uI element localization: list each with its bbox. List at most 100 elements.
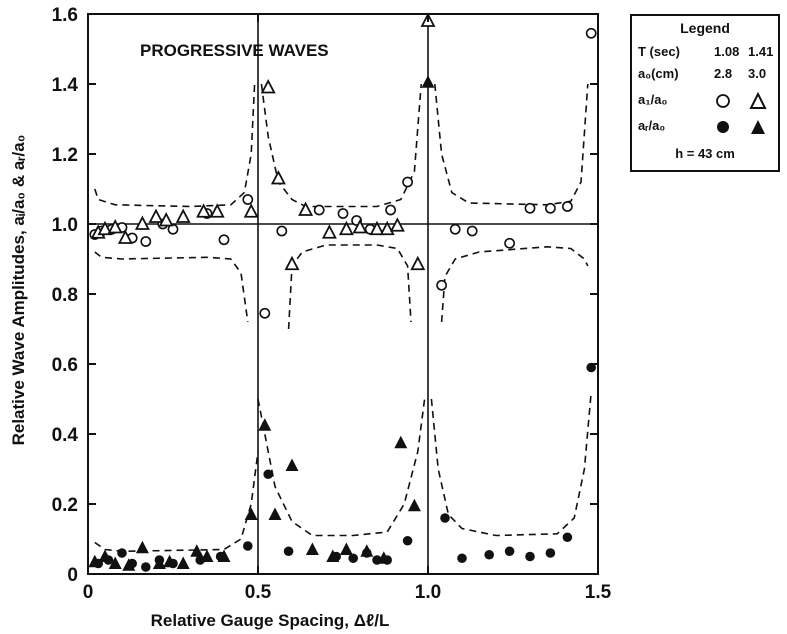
- data-point-open-triangle: [338, 220, 354, 236]
- theory-curve: [434, 83, 589, 206]
- theory-curve: [440, 245, 589, 323]
- data-point-open-triangle: [97, 220, 113, 236]
- data-point-filled-triangle: [108, 556, 122, 569]
- data-point-open-circle: [562, 201, 573, 212]
- theory-curve: [94, 251, 249, 323]
- data-point-filled-triangle: [163, 554, 177, 568]
- data-points: [88, 12, 597, 572]
- legend-amp-value-1: 2.8: [714, 66, 733, 81]
- data-point-filled-triangle: [421, 75, 435, 88]
- data-point-open-circle: [504, 237, 515, 249]
- data-point-open-triangle: [369, 220, 385, 236]
- theory-curve: [94, 83, 256, 208]
- legend-reflected-label: aᵣ/a₀: [638, 118, 666, 133]
- data-point-open-circle: [276, 225, 288, 237]
- y-tick-label: 0.6: [52, 355, 78, 376]
- data-point-filled-circle: [586, 362, 596, 373]
- data-point-filled-circle: [504, 546, 515, 557]
- data-point-open-circle: [167, 223, 179, 235]
- legend-incident-label: a₁/a₀: [638, 92, 668, 107]
- y-tick-label: 0.8: [52, 285, 78, 306]
- data-point-open-circle: [436, 279, 447, 291]
- filled-triangle-icon: [751, 120, 765, 134]
- axis-ticks: 0 0.5 1.0 1.5 0 0.2 0.4 0.6 0.8 1.0 1.2 1.4 1.6: [52, 5, 612, 603]
- data-point-open-circle: [524, 202, 536, 214]
- x-tick-label: 0.5: [245, 582, 272, 603]
- x-tick-label: 1.0: [415, 582, 441, 603]
- data-point-filled-triangle: [360, 544, 374, 557]
- data-point-open-triangle: [410, 255, 426, 271]
- data-point-open-circle: [259, 307, 271, 319]
- data-point-open-triangle: [196, 203, 212, 218]
- filled-circle-icon: [717, 121, 729, 133]
- y-tick-label: 1.2: [52, 145, 78, 166]
- legend-depth: h = 43 cm: [675, 146, 735, 161]
- chart-annotation: PROGRESSIVE WAVES: [140, 41, 329, 60]
- data-point-open-triangle: [134, 215, 150, 230]
- legend-period-value-2: 1.41: [748, 44, 774, 59]
- data-point-open-circle: [385, 204, 396, 216]
- data-point-open-triangle: [352, 219, 368, 234]
- data-point-open-triangle: [107, 219, 123, 234]
- data-point-filled-triangle: [394, 435, 408, 449]
- y-tick-label: 0: [67, 565, 78, 586]
- data-point-open-triangle: [389, 217, 405, 232]
- x-tick-label: 1.5: [585, 582, 612, 603]
- data-point-filled-triangle: [339, 542, 353, 555]
- data-point-filled-triangle: [217, 549, 231, 562]
- theory-curve: [94, 451, 259, 553]
- data-point-open-triangle: [243, 203, 259, 218]
- legend-period-label: T (sec): [638, 44, 680, 59]
- data-point-filled-triangle: [98, 549, 112, 562]
- data-point-filled-circle: [283, 546, 294, 557]
- y-tick-label: 0.2: [52, 495, 78, 516]
- data-point-filled-circle: [263, 469, 274, 480]
- data-point-filled-triangle: [305, 542, 319, 555]
- reference-lines: [88, 14, 598, 574]
- data-point-filled-triangle: [377, 551, 391, 564]
- legend: Legend T (sec) 1.08 1.41 a₀(cm) 2.8 3.0 …: [630, 14, 780, 172]
- x-axis-label: Relative Gauge Spacing, Δℓ/L: [151, 611, 390, 630]
- data-point-open-circle: [585, 27, 597, 39]
- data-point-filled-triangle: [135, 540, 149, 554]
- data-point-filled-triangle: [268, 507, 282, 520]
- data-point-open-triangle: [175, 208, 191, 223]
- data-point-filled-circle: [440, 513, 450, 523]
- data-point-filled-circle: [525, 551, 535, 562]
- data-point-open-circle: [337, 208, 349, 219]
- data-point-filled-circle: [141, 562, 151, 572]
- open-triangle-icon: [749, 92, 767, 109]
- data-point-filled-triangle: [326, 549, 340, 562]
- data-point-open-circle: [313, 204, 325, 216]
- data-point-filled-circle: [562, 532, 573, 543]
- data-point-filled-circle: [195, 555, 205, 565]
- data-point-filled-triangle: [88, 554, 102, 568]
- data-point-filled-circle: [457, 553, 467, 564]
- data-point-filled-triangle: [152, 556, 166, 569]
- data-point-open-triangle: [321, 224, 337, 239]
- theory-curve: [260, 83, 422, 208]
- legend-row-reflected: aᵣ/a₀: [632, 118, 778, 138]
- data-point-filled-triangle: [285, 458, 299, 471]
- data-point-open-triangle: [158, 212, 174, 227]
- y-axis-label: Relative Wave Amplitudes, aᵢ/a₀ & aᵣ/a₀: [9, 135, 28, 446]
- data-point-open-triangle: [298, 201, 314, 216]
- data-point-filled-circle: [484, 549, 495, 560]
- data-point-open-circle: [466, 225, 478, 237]
- legend-row-amplitude: a₀(cm) 2.8 3.0: [632, 66, 778, 86]
- data-point-filled-circle: [545, 548, 556, 558]
- legend-title: Legend: [680, 20, 730, 36]
- data-point-filled-circle: [243, 541, 253, 551]
- y-tick-label: 1.6: [52, 5, 78, 26]
- data-point-filled-triangle: [407, 498, 421, 512]
- legend-amp-label: a₀(cm): [638, 66, 679, 81]
- data-point-filled-triangle: [200, 549, 214, 562]
- theory-curves: [94, 83, 592, 553]
- legend-period-value-1: 1.08: [714, 44, 740, 59]
- open-circle-icon: [716, 94, 730, 108]
- data-point-open-triangle: [117, 229, 133, 244]
- x-tick-label: 0: [83, 582, 94, 603]
- theory-curve: [287, 244, 412, 330]
- data-point-open-triangle: [260, 79, 276, 94]
